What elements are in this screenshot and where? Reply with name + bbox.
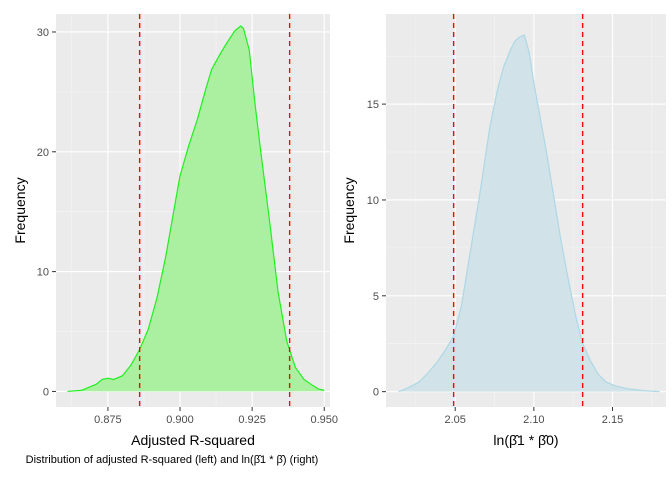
y-tick-label: 0 [43, 386, 49, 398]
x-axis-title: ln(β̂1 * β̂0) [493, 432, 558, 448]
density-area [67, 25, 325, 392]
y-axis-title: Frequency [12, 177, 28, 243]
x-tick-label: 2.15 [602, 414, 623, 426]
y-tick-label: 10 [367, 195, 379, 207]
x-axis-title: Adjusted R-squared [131, 432, 255, 448]
right-density-panel: 2.05 2.10 2.15 0 5 10 15 ln(β̂1 * β̂0) Frequency [341, 14, 666, 448]
y-tick-label: 10 [37, 267, 49, 279]
y-axis-title: Frequency [341, 177, 357, 243]
y-tick-label: 15 [367, 99, 379, 111]
density-area [398, 35, 660, 392]
x-tick-label: 0.950 [310, 414, 338, 426]
y-tick-label: 5 [373, 291, 379, 303]
figure-caption: Distribution of adjusted R-squared (left… [26, 454, 319, 466]
x-tick-label: 0.875 [94, 414, 122, 426]
y-tick-label: 20 [37, 147, 49, 159]
density-line [67, 25, 325, 393]
x-tick-label: 2.05 [445, 414, 466, 426]
y-tick-label: 30 [37, 27, 49, 39]
y-tick-label: 0 [373, 387, 379, 399]
x-tick-label: 0.900 [166, 414, 194, 426]
density-line [398, 34, 660, 393]
x-tick-label: 0.925 [238, 414, 266, 426]
x-tick-label: 2.10 [523, 414, 544, 426]
left-density-panel: 0.875 0.900 0.925 0.950 0 10 20 30 Adjusted R-sq… [12, 14, 338, 448]
